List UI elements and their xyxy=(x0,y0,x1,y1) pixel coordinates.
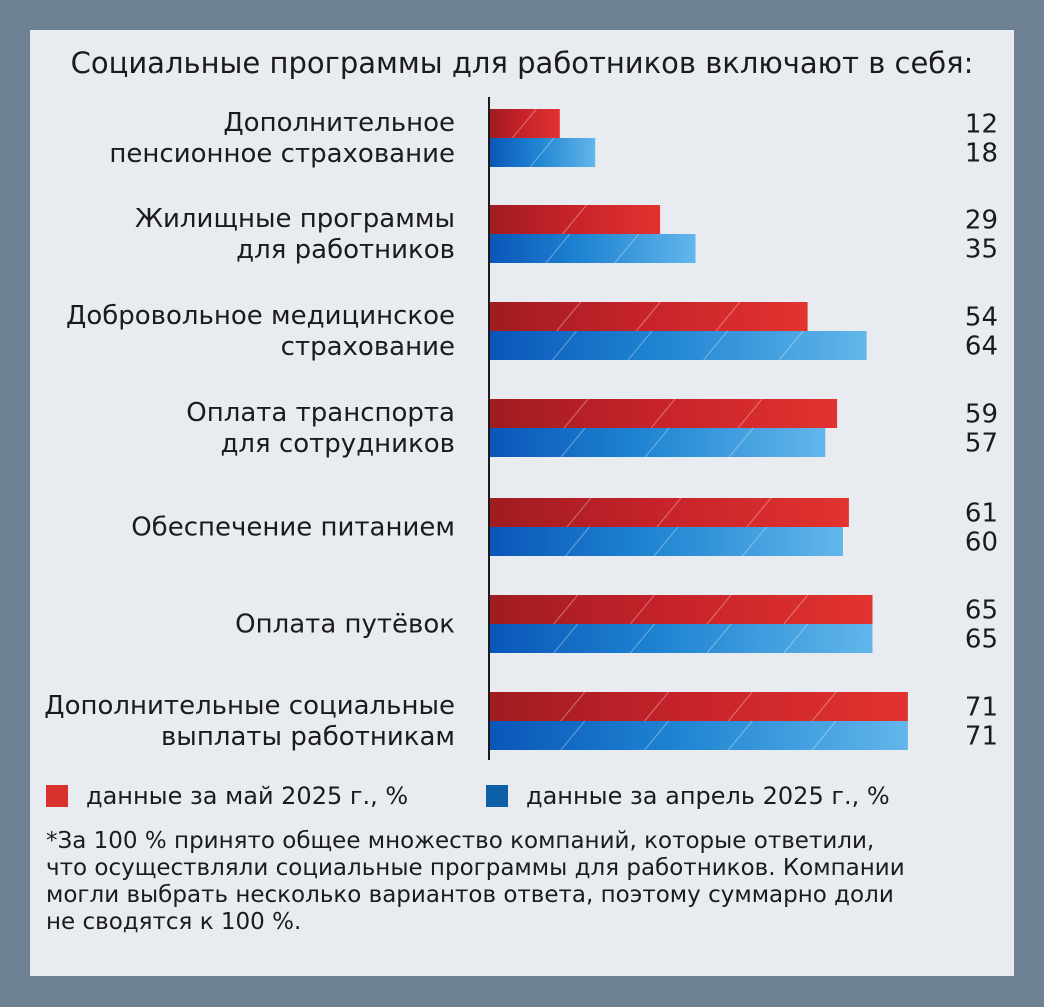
category-label: пенсионное страхование xyxy=(109,139,455,169)
bar-facet xyxy=(529,137,555,168)
value-label-may: 59 xyxy=(965,400,998,430)
bar-facet xyxy=(728,427,754,458)
bar-facet xyxy=(563,398,589,429)
category-label: для работников xyxy=(236,235,455,265)
value-label-may: 29 xyxy=(965,206,998,236)
value-label-may: 54 xyxy=(965,303,998,333)
value-label-april: 65 xyxy=(965,625,998,655)
bar-may xyxy=(489,498,849,527)
bar-facet xyxy=(553,623,579,654)
bar-facet xyxy=(562,204,587,235)
category-label: Оплата транспорта xyxy=(186,398,455,428)
category-label: Оплата путёвок xyxy=(235,610,455,640)
bar-april xyxy=(489,428,826,457)
bar-facet xyxy=(737,398,763,429)
value-label-may: 71 xyxy=(965,693,998,723)
category-label: Добровольное медицинское xyxy=(66,301,455,331)
bar-facet xyxy=(783,594,809,625)
bar-facet xyxy=(811,720,837,751)
bar-may xyxy=(489,302,808,331)
category-label: страхование xyxy=(281,332,455,362)
category-label: Жилищные программы xyxy=(135,204,455,234)
bar-facet xyxy=(656,497,682,528)
bar-facet xyxy=(614,233,640,264)
footnote: *За 100 % принято общее множество компан… xyxy=(46,828,1006,936)
bar-facet xyxy=(706,623,732,654)
category-label: Обеспечение питанием xyxy=(131,513,455,543)
footnote-line-2: что осуществляли социальные программы дл… xyxy=(46,855,905,881)
bar-facet xyxy=(746,497,772,528)
bar-facet xyxy=(552,330,577,361)
bar-facet xyxy=(553,594,579,625)
legend-may-swatch xyxy=(46,785,68,807)
category-label: для сотрудников xyxy=(220,429,455,459)
bar-facet xyxy=(644,720,669,751)
bar-facet xyxy=(783,623,809,654)
bar-facet xyxy=(715,301,741,332)
bar-may xyxy=(489,692,908,721)
bar-facet xyxy=(650,398,676,429)
legend-april: данные за апрель 2025 г., % xyxy=(486,781,890,811)
value-label-april: 35 xyxy=(965,235,998,265)
bar-may xyxy=(489,205,661,234)
bar-may xyxy=(489,109,560,138)
value-label-april: 60 xyxy=(965,528,998,558)
bar-facet xyxy=(703,330,728,361)
bar-facet xyxy=(706,594,732,625)
bar-facet xyxy=(811,691,837,722)
bar-facet xyxy=(630,623,655,654)
value-label-april: 18 xyxy=(965,139,998,169)
value-label-april: 64 xyxy=(965,332,998,362)
bar-facet xyxy=(727,720,753,751)
bar-facet xyxy=(630,594,655,625)
footnote-line-4: не сводятся к 100 %. xyxy=(46,909,302,935)
chart-title: Социальные программы для работников вклю… xyxy=(70,46,974,80)
footnote-line-1: *За 100 % принято общее множество компан… xyxy=(46,828,875,854)
bar-facet xyxy=(512,108,537,139)
category-label: выплаты работникам xyxy=(161,722,455,752)
bar-facet xyxy=(727,691,753,722)
bar-facet xyxy=(560,691,586,722)
bar-facet xyxy=(644,691,669,722)
value-label-may: 12 xyxy=(965,110,998,140)
bar-facet xyxy=(566,497,592,528)
bar-april xyxy=(489,527,843,556)
bar-facet xyxy=(635,301,661,332)
bar-facet xyxy=(545,233,571,264)
legend-april-label: данные за апрель 2025 г., % xyxy=(526,782,890,810)
value-label-may: 65 xyxy=(965,596,998,626)
bar-april xyxy=(489,624,873,653)
legend-may-label: данные за май 2025 г., % xyxy=(86,782,409,810)
bar-facet xyxy=(778,330,804,361)
footnote-line-3: могли выбрать несколько вариантов ответа… xyxy=(46,882,894,908)
value-label-april: 71 xyxy=(965,722,998,752)
category-label: Дополнительное xyxy=(223,108,455,138)
bar-may xyxy=(489,595,873,624)
bar-april xyxy=(489,234,696,263)
value-label-may: 61 xyxy=(965,499,998,529)
legend-may: данные за май 2025 г., % xyxy=(46,781,408,811)
value-label-april: 57 xyxy=(965,429,998,459)
bar-april xyxy=(489,721,908,750)
bar-facet xyxy=(653,526,679,557)
category-label: Дополнительные социальные xyxy=(44,691,455,721)
bar-may xyxy=(489,399,838,428)
bar-facet xyxy=(644,427,670,458)
bar-facet xyxy=(560,720,586,751)
bar-april xyxy=(489,138,596,167)
bar-april xyxy=(489,331,867,360)
bar-facet xyxy=(565,526,590,557)
bar-facet xyxy=(560,427,586,458)
legend-april-swatch xyxy=(486,785,508,807)
bar-facet xyxy=(556,301,582,332)
bar-facet xyxy=(627,330,653,361)
bar-facet xyxy=(742,526,767,557)
